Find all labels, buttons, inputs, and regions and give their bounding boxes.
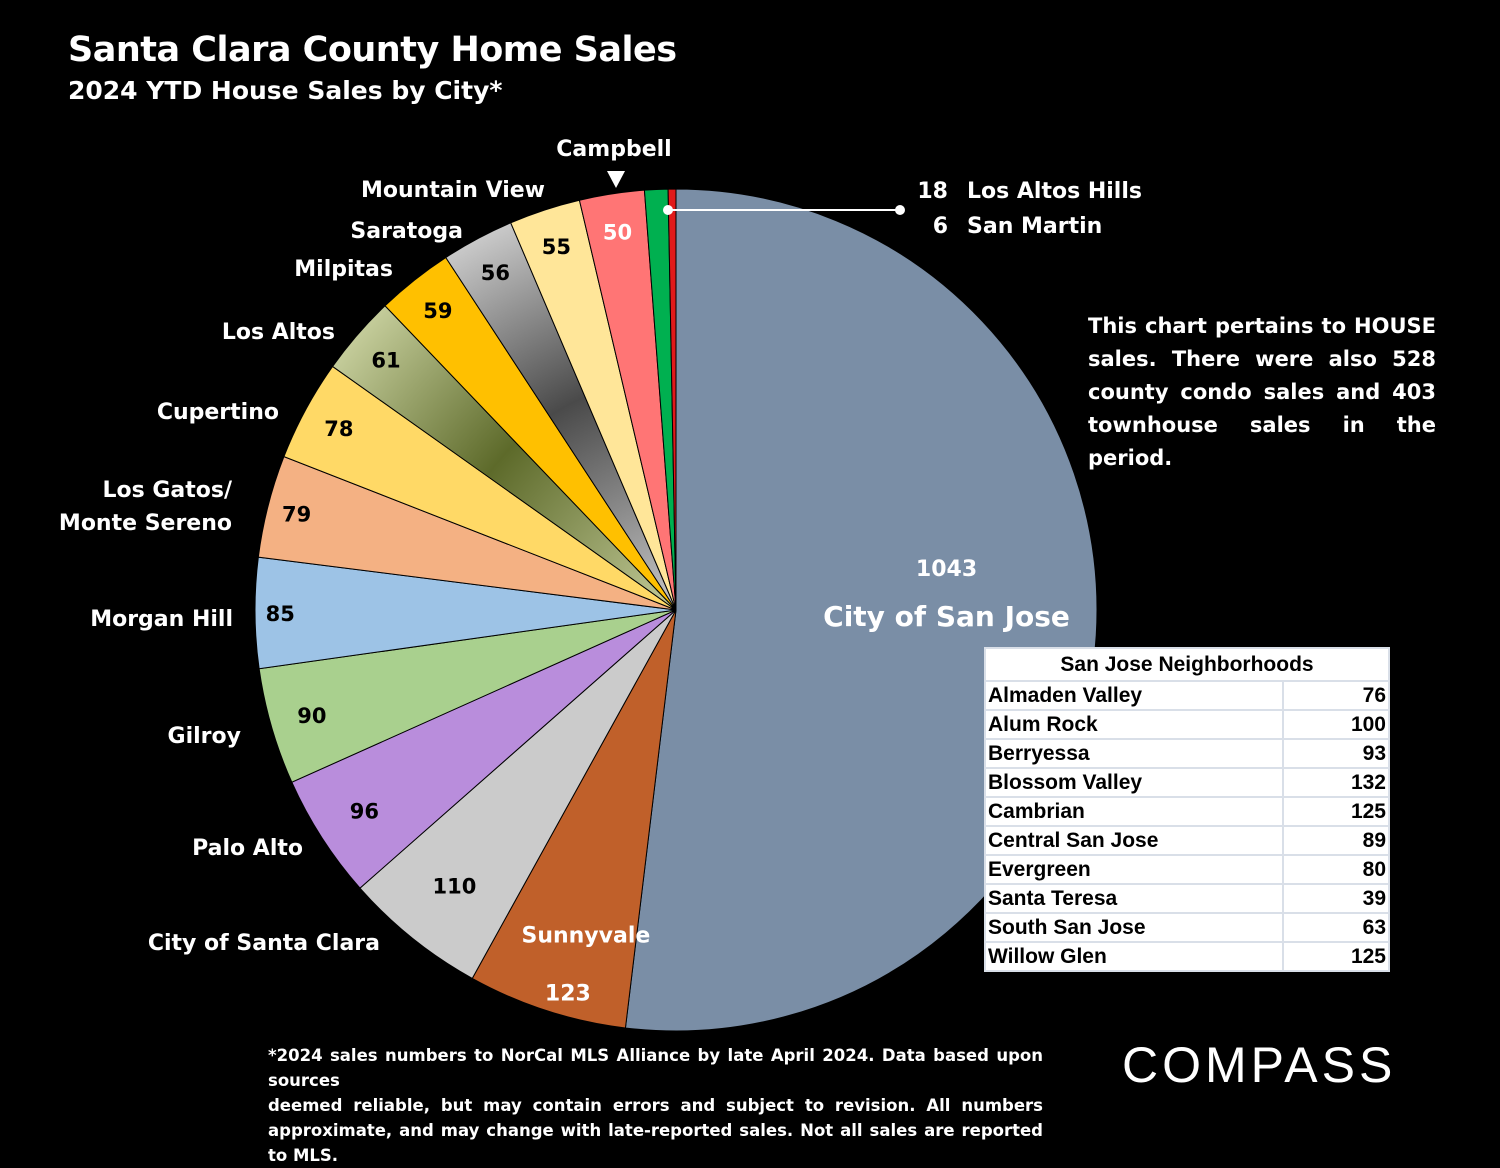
neighborhood-name: Central San Jose: [984, 825, 1284, 856]
slice-name-label: Campbell: [556, 137, 671, 162]
slice-value-label: 79: [282, 502, 311, 526]
table-row: Cambrian 125: [984, 796, 1390, 827]
house-sales-note: This chart pertains to HOUSE sales. Ther…: [1088, 310, 1436, 475]
slice-name-label: Sunnyvale: [521, 923, 650, 948]
footnote-line: deemed reliable, but may contain errors …: [268, 1096, 1043, 1115]
pie-slice-sunnyvale: [471, 609, 677, 1029]
slice-name-label: San Martin: [967, 214, 1102, 239]
slice-name-label: Saratoga: [350, 219, 463, 244]
table-row: South San Jose 63: [984, 912, 1390, 943]
neighborhood-sales: 80: [1282, 854, 1390, 885]
table-row: Blossom Valley 132: [984, 767, 1390, 798]
slice-name-label: Los Altos Hills: [967, 179, 1142, 204]
slice-value-label: 85: [266, 602, 295, 626]
table-row: Alum Rock 100: [984, 709, 1390, 740]
neighborhood-sales: 76: [1282, 680, 1390, 711]
pie-slices: [254, 188, 1098, 1032]
table-row: Willow Glen 125: [984, 941, 1390, 972]
slice-value-label: 110: [433, 875, 477, 899]
slice-value-label: 90: [297, 704, 326, 728]
neighborhood-name: Evergreen: [984, 854, 1284, 885]
note-line: This chart pertains to HOUSE: [1088, 314, 1436, 338]
slice-name-label: Palo Alto: [192, 836, 303, 861]
neighborhood-name: Blossom Valley: [984, 767, 1284, 798]
slice-name-line: Los Gatos/: [102, 478, 233, 503]
slice-value-label: 96: [350, 799, 379, 823]
neighborhood-name: Santa Teresa: [984, 883, 1284, 914]
footnote-line: approximate, and may change with late-re…: [268, 1121, 1043, 1165]
table-row: Berryessa 93: [984, 738, 1390, 769]
note-line: county condo sales and 403: [1088, 380, 1436, 404]
slice-value-label: 78: [324, 417, 353, 441]
table-title: San Jose Neighborhoods: [984, 647, 1390, 682]
slice-name-line: Monte Sereno: [59, 511, 232, 536]
neighborhood-name: Alum Rock: [984, 709, 1284, 740]
table-row: Central San Jose 89: [984, 825, 1390, 856]
slice-name-label: Cupertino: [157, 400, 279, 425]
footnote-line: *2024 sales numbers to NorCal MLS Allian…: [268, 1046, 1043, 1090]
pie-slice-san-martin: [667, 188, 677, 611]
neighborhood-name: South San Jose: [984, 912, 1284, 943]
slice-name-label: Morgan Hill: [90, 607, 233, 632]
neighborhood-sales: 125: [1282, 796, 1390, 827]
slice-name-label: City of San Jose: [823, 600, 1070, 633]
table-row: Santa Teresa 39: [984, 883, 1390, 914]
slice-value-label: 59: [423, 299, 452, 323]
pie-chart: 1043 City of San Jose 123 Sunnyvale 110 City …: [59, 137, 1142, 1032]
san-jose-neighborhoods-table: San Jose Neighborhoods Almaden Valley 76 A…: [984, 647, 1390, 972]
slice-name-label: Mountain View: [361, 178, 545, 203]
neighborhood-sales: 63: [1282, 912, 1390, 943]
slice-value-label: 123: [545, 981, 591, 1006]
neighborhood-name: Berryessa: [984, 738, 1284, 769]
slice-value-label: 50: [603, 220, 632, 244]
slice-name-label: Los Altos: [222, 320, 335, 345]
slice-value-label: 18: [917, 179, 948, 204]
slice-value-label: 1043: [916, 557, 977, 582]
slice-name-label: Gilroy: [168, 724, 241, 749]
neighborhood-sales: 39: [1282, 883, 1390, 914]
leader-dot-icon: [895, 205, 905, 215]
slice-name-label: City of Santa Clara: [148, 931, 380, 956]
neighborhood-sales: 89: [1282, 825, 1390, 856]
pointer-arrow-icon: [607, 171, 625, 188]
neighborhood-name: Cambrian: [984, 796, 1284, 827]
chart-title: Santa Clara County Home Sales: [68, 30, 677, 70]
slice-name-label: Milpitas: [294, 257, 393, 282]
neighborhood-name: Almaden Valley: [984, 680, 1284, 711]
neighborhood-sales: 93: [1282, 738, 1390, 769]
slice-name-label: Los Gatos/Monte Sereno: [59, 478, 233, 536]
slice-value-label: 61: [371, 349, 400, 373]
leader-dot-icon: [663, 205, 673, 215]
slice-value-label: 56: [481, 261, 510, 285]
note-line: sales. There were also 528: [1088, 347, 1436, 371]
pie-slice-city-of-santa-clara: [359, 609, 677, 980]
neighborhood-sales: 100: [1282, 709, 1390, 740]
neighborhood-name: Willow Glen: [984, 941, 1284, 972]
slice-value-label: 6: [933, 214, 948, 239]
slice-value-label: 55: [542, 235, 571, 259]
compass-logo: COMPASS: [1122, 1037, 1397, 1093]
note-line: townhouse sales in the period.: [1088, 413, 1436, 470]
neighborhood-sales: 132: [1282, 767, 1390, 798]
pie-slice-city-of-san-jose: [624, 188, 1098, 1032]
footnote: *2024 sales numbers to NorCal MLS Allian…: [268, 1043, 1043, 1168]
neighborhood-sales: 125: [1282, 941, 1390, 972]
table-row: Evergreen 80: [984, 854, 1390, 885]
pie-labels: 1043 City of San Jose 123 Sunnyvale 110 City …: [59, 137, 1142, 1006]
table-row: Almaden Valley 76: [984, 680, 1390, 711]
chart-subtitle: 2024 YTD House Sales by City*: [68, 76, 503, 105]
